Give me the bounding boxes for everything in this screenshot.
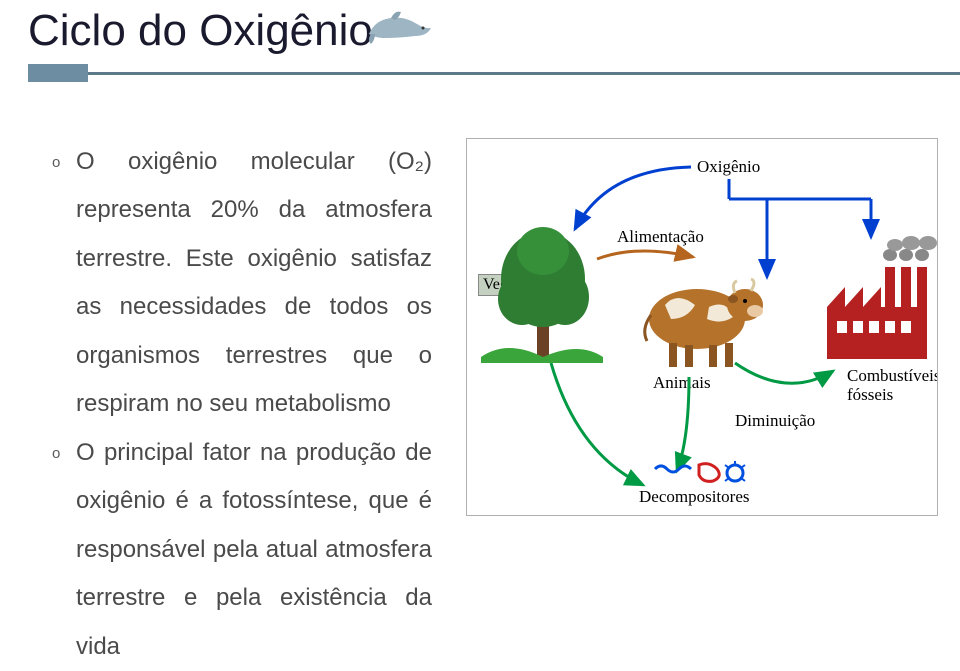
- content-area: o O oxigênio molecular (O₂) representa 2…: [0, 82, 960, 671]
- cow-icon: [645, 279, 763, 367]
- oxygen-cycle-diagram: Oxigênio Alimentação Vegetais Animais Di…: [466, 138, 938, 516]
- bullet-marker: o: [52, 429, 76, 671]
- title-area: Ciclo do Oxigênio: [0, 0, 960, 56]
- bullet-2: o O principal fator na produção de oxigê…: [52, 429, 432, 671]
- divider-line: [88, 72, 960, 75]
- paragraph-1: O oxigênio molecular (O₂) representa 20%…: [76, 138, 432, 429]
- decomposers-icon: [655, 461, 745, 481]
- divider-block: [28, 64, 88, 82]
- factory-icon: [827, 236, 937, 359]
- text-column: o O oxigênio molecular (O₂) representa 2…: [52, 138, 432, 671]
- divider: [0, 56, 960, 82]
- bullet-1: o O oxigênio molecular (O₂) representa 2…: [52, 138, 432, 429]
- diagram-column: Oxigênio Alimentação Vegetais Animais Di…: [446, 138, 938, 671]
- diagram-svg: [467, 139, 938, 516]
- bullet-marker: o: [52, 138, 76, 429]
- tree-icon: [498, 227, 589, 359]
- page-title: Ciclo do Oxigênio: [28, 6, 373, 56]
- paragraph-2: O principal fator na produção de oxigêni…: [76, 429, 432, 671]
- dolphin-icon: [365, 4, 437, 53]
